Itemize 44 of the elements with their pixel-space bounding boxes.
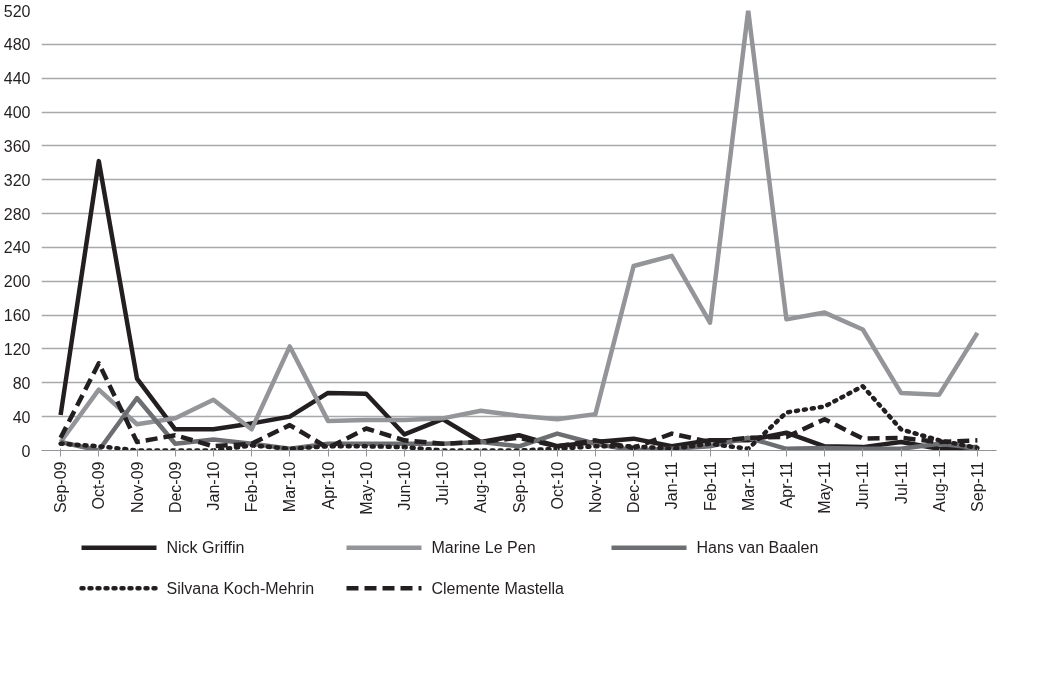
x-tick-label: Oct-09	[90, 461, 108, 510]
x-tick-label: Jan-11	[663, 461, 681, 510]
x-tick-label: Jun-11	[854, 461, 872, 510]
legend-label: Nick Griffin	[166, 539, 245, 557]
x-tick-label: Jan-10	[204, 461, 222, 511]
y-tick-label: 240	[3, 239, 31, 257]
x-tick-label: Jul-11	[892, 461, 910, 504]
x-tick-label: Feb-10	[243, 461, 261, 513]
x-tick-label: Feb-11	[701, 461, 719, 512]
x-tick-label: Apr-11	[777, 461, 795, 509]
y-tick-label: 120	[3, 340, 31, 358]
y-tick-label: 40	[12, 408, 31, 426]
x-tick-label: May-10	[357, 461, 375, 515]
x-tick-label: Mar-10	[281, 461, 299, 513]
y-tick-label: 320	[3, 171, 31, 189]
y-tick-label: 440	[3, 70, 31, 88]
y-tick-label: 520	[3, 2, 31, 20]
x-tick-label: Sep-11	[968, 461, 986, 512]
x-tick-label: Jun-10	[395, 461, 413, 511]
x-tick-label: Dec-09	[166, 461, 184, 514]
y-tick-label: 0	[21, 442, 31, 460]
x-tick-label: Aug-10	[472, 461, 490, 514]
legend-label: Marine Le Pen	[431, 539, 536, 557]
x-tick-label: Mar-11	[739, 461, 757, 511]
y-tick-label: 400	[3, 104, 31, 122]
x-tick-label: Oct-10	[548, 461, 566, 510]
x-tick-label: Nov-09	[128, 461, 146, 514]
x-tick-label: Jul-10	[434, 461, 452, 506]
y-tick-label: 480	[3, 36, 31, 54]
legend-label: Hans van Baalen	[696, 539, 819, 557]
x-tick-label: Aug-11	[930, 461, 948, 512]
x-tick-label: Sep-10	[510, 461, 528, 514]
y-tick-label: 160	[3, 307, 31, 325]
x-tick-label: Sep-09	[52, 461, 70, 514]
legend-label: Clemente Mastella	[431, 579, 565, 597]
x-tick-label: Apr-10	[319, 461, 337, 510]
y-tick-label: 80	[12, 374, 31, 392]
x-tick-label: Dec-10	[625, 461, 643, 514]
y-tick-label: 360	[3, 137, 31, 155]
x-tick-label: Nov-10	[586, 461, 604, 514]
x-tick-label: May-11	[816, 461, 834, 514]
legend-label: Silvana Koch-Mehrin	[166, 579, 315, 597]
y-tick-label: 280	[3, 205, 31, 223]
y-tick-label: 200	[3, 273, 31, 291]
